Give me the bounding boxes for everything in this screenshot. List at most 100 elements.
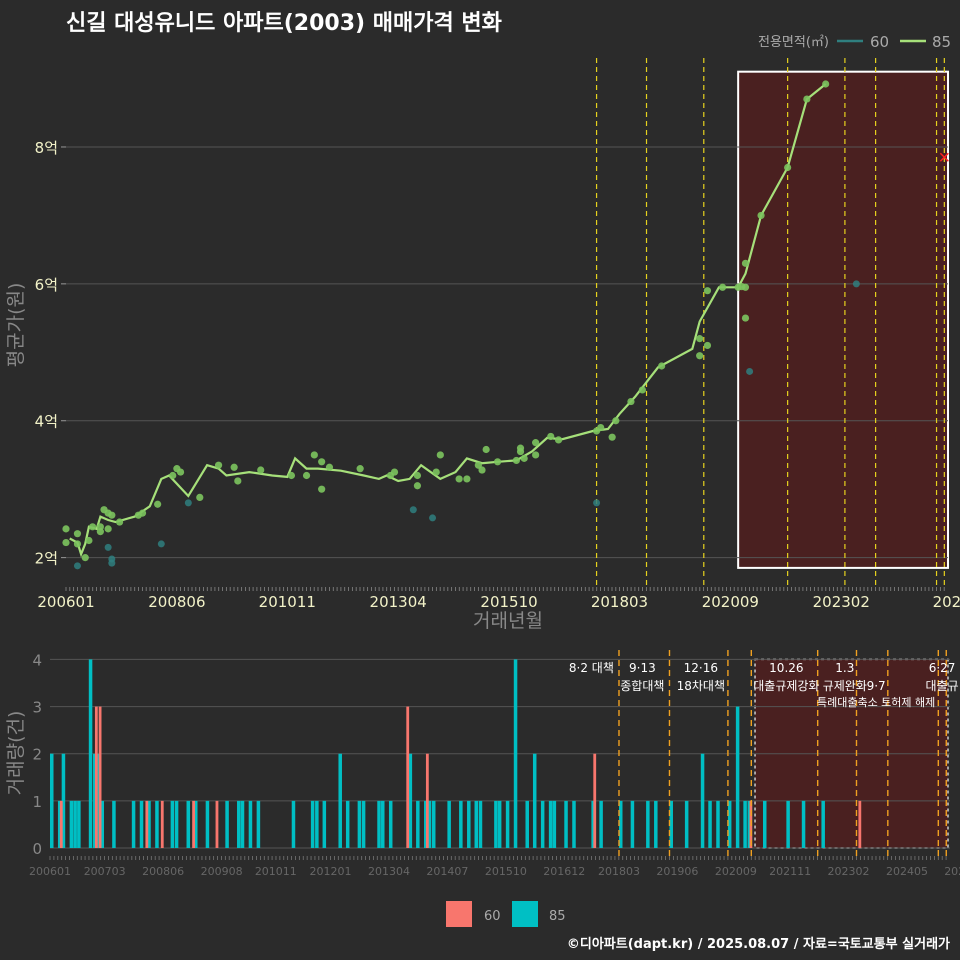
volume-bar-85: [747, 800, 752, 848]
volume-bar-85: [310, 800, 315, 848]
series-60-point: [852, 280, 860, 288]
policy-annotation-line1: 12·16: [684, 661, 718, 675]
volume-bar-85: [291, 800, 296, 848]
volume-bar-85: [388, 800, 393, 848]
volume-bar-85: [564, 800, 568, 848]
price-x-tick-label: 202302: [813, 593, 870, 611]
series-85-point: [478, 466, 486, 474]
series-85-point: [196, 493, 204, 501]
volume-bar-85: [225, 800, 229, 848]
volume-x-tick-label: 200908: [201, 865, 243, 878]
volume-x-ticks: 200601 200703 200806 200908 201011 201201 2013…: [29, 856, 960, 878]
series-85-point: [287, 471, 296, 480]
series-85-line: [69, 83, 827, 558]
volume-bar-85: [762, 800, 767, 848]
series-85-point: [176, 468, 185, 476]
policy-annotation-line2: 18차대책: [677, 678, 725, 693]
volume-bar-85: [147, 800, 151, 848]
price-gridlines: [66, 146, 948, 559]
volume-x-tick-label: 200806: [142, 865, 184, 878]
volume-bar-85: [237, 800, 241, 848]
series-60-point: [73, 562, 81, 570]
legend-title: 전용면적(㎡): [758, 35, 829, 50]
volume-bar-60: [160, 800, 164, 848]
volume-y-tick-label: 1: [32, 793, 42, 811]
series-85-point: [757, 211, 765, 220]
series-60-point: [108, 555, 116, 563]
volume-y-tick-label: 3: [32, 699, 42, 717]
series-85-point: [784, 163, 792, 172]
price-y-tick-label: 2억: [35, 550, 58, 568]
volume-bar-85: [381, 800, 385, 848]
policy-annotations: 8·2 대책 9·13 종합대책 12·16 18차대책 10.26 대출규제강화 1.3 규제…: [569, 660, 959, 709]
volume-bar-85: [77, 800, 81, 848]
volume-bar-85: [654, 800, 658, 848]
volume-bar-60: [145, 800, 149, 848]
series-85-point: [81, 554, 89, 562]
series-85-point: [62, 525, 70, 533]
volume-bar-85: [532, 753, 537, 848]
volume-bar-60: [192, 800, 195, 848]
series-85-point: [741, 283, 750, 291]
volume-bar-85: [646, 800, 650, 848]
volume-x-tick-label: 200601: [29, 865, 71, 878]
volume-bar-85: [57, 800, 62, 848]
price-policy-lines: [595, 58, 945, 585]
volume-bar-85: [248, 800, 253, 848]
volume-x-tick-label: 201906: [656, 865, 698, 878]
series-85-point: [116, 518, 124, 526]
footer-credit: ©디아파트(dapt.kr) / 2025.08.07 / 자료=국토교통부 실…: [567, 936, 950, 952]
price-legend: 전용면적(㎡) 60 85: [758, 33, 951, 51]
series-60-point: [184, 499, 192, 507]
price-highlight-area: [737, 70, 949, 569]
series-85-point: [482, 445, 490, 454]
legend-60-label: 60: [870, 33, 889, 51]
price-x-axis-label: 거래년월: [473, 610, 543, 632]
price-x-tick-label: 200806: [148, 593, 205, 611]
series-85-point: [73, 530, 82, 538]
volume-bar-85: [591, 800, 595, 848]
series-85-point: [154, 500, 162, 508]
series-85-point: [325, 463, 334, 471]
series-85-point: [318, 485, 326, 493]
series-85-point: [73, 540, 82, 548]
price-x-tick-label: 200601: [37, 593, 94, 611]
volume-bar-85: [497, 800, 502, 848]
volume-x-tick-label: 201612: [543, 865, 585, 878]
price-y-tick-label: 4억: [35, 413, 58, 431]
series-85-point: [96, 523, 104, 531]
volume-bar-85: [424, 800, 428, 848]
series-85-point: [532, 451, 540, 459]
volume-bar-60: [593, 753, 597, 848]
volume-legend: 60 85: [446, 901, 566, 927]
policy-annotation-line1: 8·2 대책: [569, 660, 614, 675]
series-60-point: [409, 506, 417, 514]
volume-bar-85: [170, 800, 175, 848]
volume-bar-85: [315, 800, 319, 848]
volume-bar-85: [618, 800, 623, 848]
volume-bar-85: [186, 800, 191, 848]
price-points: [62, 80, 949, 570]
series-85-point: [696, 335, 704, 343]
volume-bar-85: [416, 800, 420, 848]
volume-bar-85: [727, 800, 732, 848]
volume-bar-85: [69, 800, 74, 848]
series-85-point: [169, 471, 177, 480]
volume-bar-85: [801, 800, 806, 848]
policy-annotation-line2: 대출규제강화: [753, 679, 819, 693]
volume-bar-85: [345, 800, 350, 848]
volume-bar-85: [684, 800, 689, 848]
volume-bar-85: [513, 659, 518, 848]
volume-bar-60: [98, 706, 102, 848]
volume-bar-85: [474, 800, 479, 848]
series-85-point: [62, 538, 70, 547]
series-85-point: [390, 468, 399, 476]
price-x-ticks: 200601 200806 201011 201304 201510 201803 2020…: [37, 587, 960, 611]
series-85-point: [104, 525, 112, 533]
volume-bar-85: [599, 800, 603, 848]
policy-annotation-line2: 대출규: [925, 679, 958, 693]
series-85-point: [627, 397, 635, 406]
series-85-point: [554, 436, 563, 444]
volume-y-tick-label: 0: [32, 840, 42, 858]
price-highlight-rect: [737, 70, 949, 569]
